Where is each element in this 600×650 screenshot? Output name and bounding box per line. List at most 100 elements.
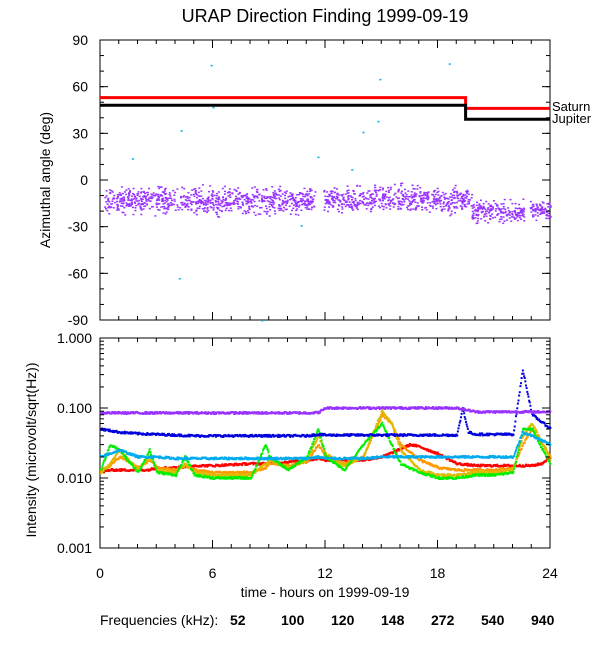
intensity-point — [318, 444, 321, 447]
intensity-point — [301, 460, 304, 463]
azimuth-point — [152, 192, 155, 194]
azimuth-point — [426, 202, 429, 204]
azimuth-point — [425, 197, 428, 200]
azimuth-point — [431, 207, 434, 209]
azimuth-point — [188, 199, 191, 202]
azimuth-point — [140, 197, 143, 200]
intensity-point — [198, 473, 201, 476]
azimuth-point — [109, 206, 112, 208]
intensity-point — [307, 452, 310, 455]
azimuth-point — [268, 206, 271, 208]
azimuth-point — [511, 214, 514, 216]
azimuth-point — [466, 189, 469, 192]
intensity-point — [290, 465, 293, 468]
azimuth-point — [306, 208, 309, 210]
azimuth-point — [439, 205, 442, 208]
azimuth-point — [492, 208, 495, 210]
azimuth-point — [373, 200, 376, 203]
azimuth-point — [352, 200, 355, 203]
intensity-point — [511, 466, 514, 469]
azimuth-point — [118, 192, 121, 194]
intensity-point — [379, 418, 382, 421]
outlier-point — [212, 106, 215, 109]
azimuth-point — [379, 200, 382, 202]
azimuth-point — [535, 219, 538, 222]
azimuth-point — [459, 192, 462, 195]
azimuth-point — [460, 195, 463, 198]
intensity-point — [211, 473, 214, 476]
azimuth-point — [176, 204, 179, 206]
azimuth-point — [398, 201, 401, 203]
azimuth-point — [329, 190, 332, 193]
azimuth-point — [549, 205, 552, 207]
intensity-point — [266, 458, 269, 461]
azimuth-point — [472, 212, 475, 214]
azimuth-point — [346, 185, 349, 187]
intensity-point — [193, 465, 196, 468]
intensity-point — [220, 475, 223, 478]
intensity-point — [420, 471, 423, 474]
azimuth-point — [489, 215, 492, 217]
intensity-point — [284, 466, 287, 469]
azimuth-point — [216, 208, 219, 210]
intensity-point — [415, 443, 417, 446]
intensity-point — [395, 432, 397, 435]
azimuth-point — [263, 210, 266, 213]
azimuth-point — [545, 211, 548, 213]
intensity-point — [101, 471, 104, 474]
intensity-point — [146, 453, 149, 456]
intensity-point — [399, 447, 402, 450]
intensity-point — [195, 456, 198, 459]
azimuth-point — [124, 214, 127, 216]
azimuth-point — [506, 214, 509, 217]
intensity-point — [308, 454, 311, 457]
azimuth-point — [269, 208, 272, 211]
azimuth-point — [408, 200, 411, 202]
azimuth-point — [148, 197, 151, 199]
intensity-point — [548, 453, 551, 456]
intensity-point — [407, 465, 410, 468]
azimuth-point — [447, 205, 450, 207]
azimuth-point — [163, 188, 166, 191]
intensity-point — [218, 470, 221, 473]
intensity-point — [524, 464, 527, 467]
azimuth-point — [414, 208, 417, 211]
azimuth-point — [529, 200, 532, 203]
azimuth-point — [441, 210, 444, 212]
intensity-point — [422, 472, 425, 475]
intensity-point — [235, 462, 237, 465]
intensity-point — [260, 469, 262, 472]
azimuth-point — [472, 204, 475, 206]
intensity-point — [180, 464, 183, 467]
azimuth-point — [341, 212, 344, 214]
intensity-point — [389, 441, 392, 444]
intensity-point — [310, 449, 313, 452]
azimuth-point — [277, 188, 280, 191]
intensity-point — [267, 464, 270, 467]
intensity-point — [227, 456, 230, 459]
intensity-point — [124, 458, 127, 461]
azimuth-point — [427, 195, 430, 198]
azimuth-point — [203, 207, 206, 209]
intensity-point — [494, 463, 497, 466]
azimuth-point — [539, 208, 542, 211]
azimuth-point — [389, 188, 392, 191]
azimuth-point — [220, 200, 223, 202]
azimuth-point — [549, 206, 552, 208]
intensity-point — [462, 475, 465, 478]
azimuth-point — [241, 204, 244, 206]
azimuth-point — [131, 206, 134, 209]
azimuth-point — [135, 204, 138, 207]
intensity-point — [481, 470, 484, 473]
intensity-point — [134, 467, 137, 470]
intensity-point — [178, 465, 181, 468]
azimuth-point — [432, 200, 435, 202]
azimuth-point — [196, 193, 199, 196]
azimuth-point — [514, 207, 517, 209]
intensity-point — [137, 470, 140, 473]
intensity-point — [488, 470, 491, 473]
intensity-point — [195, 473, 198, 476]
intensity-point — [184, 454, 187, 457]
azimuth-point — [378, 198, 381, 200]
intensity-point — [463, 462, 466, 465]
